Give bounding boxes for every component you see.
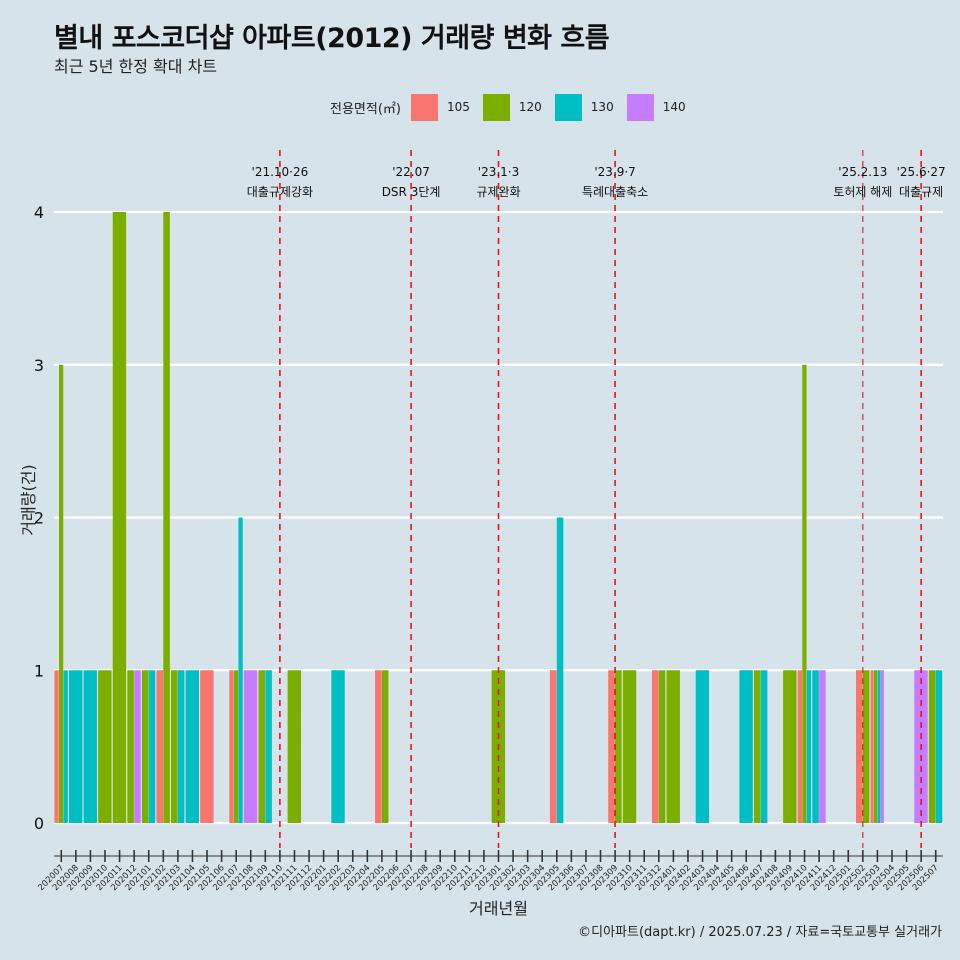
bar-202007-105 — [54, 670, 59, 823]
bar-202403-130 — [695, 670, 710, 823]
bar-202012-120 — [127, 670, 134, 823]
event-date-label: '23.9·7 — [594, 165, 635, 179]
event-date-label: '25.2.13 — [838, 165, 887, 179]
bar-202008-130 — [69, 670, 83, 823]
event-text-label: 토허제 해제 — [833, 185, 892, 199]
legend-item-130: 130 — [554, 93, 614, 121]
legend-label-120: 120 — [518, 100, 542, 114]
bar-202410-120 — [802, 364, 807, 823]
chart-subtitle: 최근 5년 한정 확대 차트 — [54, 57, 218, 76]
bar-202108-140 — [243, 670, 258, 823]
bar-202011-120 — [112, 212, 127, 823]
bar-202503-130 — [877, 670, 881, 823]
legend-title: 전용면적(㎡) — [330, 101, 401, 117]
bar-202310-120 — [622, 670, 637, 823]
legend-item-105: 105 — [410, 93, 470, 121]
source-caption: ©디아파트(dapt.kr) / 2025.07.23 / 자료=국토교통부 실… — [578, 925, 942, 940]
bar-202407-120 — [753, 670, 761, 823]
legend-label-105: 105 — [446, 100, 470, 114]
event-date-label: '25.6·27 — [897, 165, 946, 179]
event-date-label: '22.07 — [392, 165, 430, 179]
event-text-label: 특례대출축소 — [582, 185, 648, 199]
bar-202409-120 — [783, 670, 797, 823]
bar-202101-130 — [148, 670, 156, 823]
bar-202107-105 — [229, 670, 234, 823]
y-tick-label: 4 — [34, 203, 44, 222]
bar-202010-120 — [98, 670, 112, 823]
y-axis-title: 거래량(건) — [19, 464, 38, 535]
legend-swatch-140 — [626, 93, 654, 121]
legend-item-140: 140 — [626, 93, 686, 121]
bar-202107-130 — [238, 517, 243, 823]
bar-202305-105 — [549, 670, 557, 823]
bar-202410-130 — [806, 670, 812, 823]
bar-202012-140 — [134, 670, 141, 823]
bar-202205-105 — [375, 670, 382, 823]
event-text-label: 규제완화 — [476, 185, 520, 199]
legend-item-120: 120 — [482, 93, 542, 121]
bar-202102-105 — [156, 670, 164, 823]
event-date-label: '21.10·26 — [252, 165, 309, 179]
bar-202407-130 — [760, 670, 768, 823]
bar-202111-120 — [287, 670, 302, 823]
bar-202503-120 — [873, 670, 878, 823]
bar-202102-120 — [163, 212, 170, 823]
bar-202007-120 — [59, 364, 64, 823]
legend-swatch-130 — [554, 93, 582, 121]
y-tick-label: 1 — [34, 661, 44, 680]
bar-202109-130 — [265, 670, 272, 823]
bar-202305-130 — [556, 517, 564, 823]
x-axis-title: 거래년월 — [469, 899, 528, 918]
legend-label-130: 130 — [590, 100, 614, 114]
bar-202109-120 — [258, 670, 266, 823]
bar-202105-105 — [200, 670, 214, 823]
bar-202411-130 — [812, 670, 819, 823]
event-text-label: 대출규제 — [899, 185, 943, 199]
chart-title: 별내 포스코더샵 아파트(2012) 거래량 변화 흐름 — [54, 23, 610, 54]
bar-202103-120 — [171, 670, 178, 823]
event-text-label: 대출규제강화 — [247, 185, 313, 199]
bar-202101-120 — [141, 670, 149, 823]
legend: 전용면적(㎡) 105 120 130 140 — [330, 92, 699, 122]
bar-202410-105 — [797, 670, 802, 823]
legend-swatch-105 — [410, 93, 438, 121]
bar-202401-120 — [666, 670, 680, 823]
event-text-label: DSR 3단계 — [382, 185, 441, 199]
bar-202007-130 — [63, 670, 68, 823]
bar-202503-140 — [880, 670, 884, 823]
bar-202107-120 — [233, 670, 239, 823]
bar-202309-120 — [615, 670, 622, 823]
bar-202507-120 — [928, 670, 936, 823]
bar-202406-130 — [739, 670, 753, 823]
bar-202312-120 — [658, 670, 666, 823]
bar-202202-130 — [331, 670, 345, 823]
legend-label-140: 140 — [662, 100, 686, 114]
bar-202502-105 — [855, 670, 863, 823]
event-date-label: '23.1·3 — [478, 165, 519, 179]
bar-202411-140 — [819, 670, 826, 823]
y-tick-label: 3 — [34, 356, 44, 375]
bar-202309-105 — [608, 670, 615, 823]
bar-202009-130 — [83, 670, 97, 823]
bar-202312-105 — [651, 670, 659, 823]
bar-202502-120 — [862, 670, 870, 823]
y-tick-label: 2 — [34, 509, 44, 528]
legend-swatch-120 — [482, 93, 510, 121]
bar-202205-120 — [381, 670, 389, 823]
y-tick-label: 0 — [34, 814, 44, 833]
bar-202104-130 — [185, 670, 200, 823]
bar-202103-130 — [177, 670, 185, 823]
bar-202507-130 — [935, 670, 943, 823]
bar-202503-105 — [870, 670, 874, 823]
